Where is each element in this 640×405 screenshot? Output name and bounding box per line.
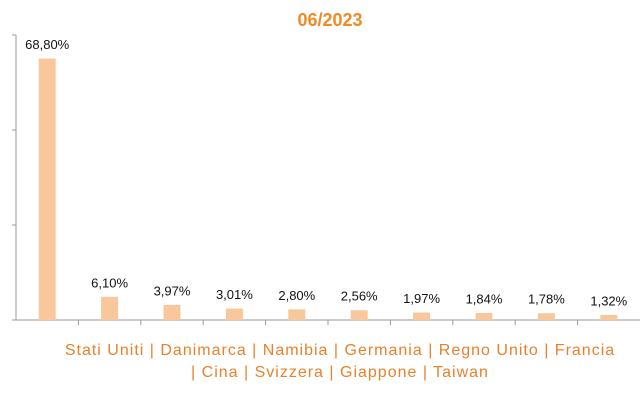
value-label: 68,80% xyxy=(25,37,70,52)
bar xyxy=(38,58,56,321)
value-label: 2,56% xyxy=(341,289,378,304)
bar xyxy=(350,310,368,320)
bar xyxy=(225,308,243,320)
value-label: 3,01% xyxy=(216,287,253,302)
value-label: 3,97% xyxy=(154,283,191,298)
value-label: 1,78% xyxy=(528,292,565,307)
chart-title: 06/2023 xyxy=(297,10,362,30)
value-label: 6,10% xyxy=(91,275,128,290)
bar xyxy=(413,312,431,320)
chart: 06/2023 68,80% 6,10% 3,97% 3,01% 2,80% 2,56% 1… xyxy=(12,10,640,325)
bar xyxy=(475,313,493,320)
value-label: 1,97% xyxy=(403,291,440,306)
value-label: 2,80% xyxy=(278,288,315,303)
x-axis-label: Stati Uniti | Danimarca | Namibia | Germ… xyxy=(64,342,616,381)
bar xyxy=(101,296,119,320)
bar xyxy=(288,309,306,320)
bar xyxy=(600,314,618,320)
bar xyxy=(163,304,181,320)
bar xyxy=(537,313,555,320)
value-label: 1,32% xyxy=(590,293,627,308)
value-label: 1,84% xyxy=(466,291,503,306)
